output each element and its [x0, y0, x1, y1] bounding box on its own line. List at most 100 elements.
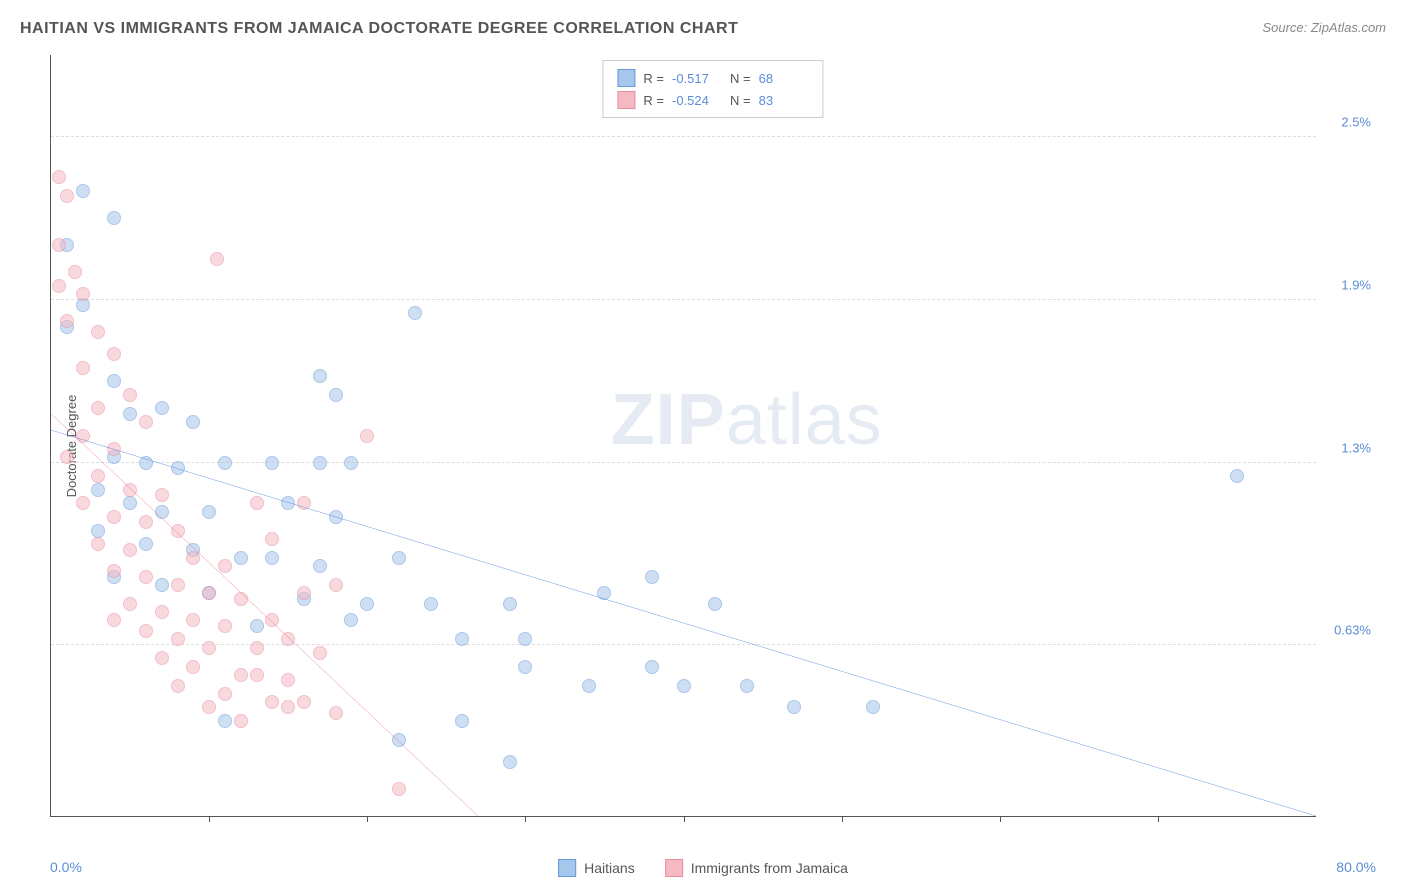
data-point [265, 532, 279, 546]
bottom-legend: Haitians Immigrants from Jamaica [558, 859, 848, 877]
data-point [91, 401, 105, 415]
legend-swatch [665, 859, 683, 877]
data-point [360, 429, 374, 443]
n-value: 83 [759, 93, 809, 108]
data-point [123, 388, 137, 402]
data-point [787, 700, 801, 714]
data-point [518, 632, 532, 646]
data-point [408, 306, 422, 320]
data-point [123, 597, 137, 611]
data-point [186, 660, 200, 674]
chart-title: HAITIAN VS IMMIGRANTS FROM JAMAICA DOCTO… [20, 20, 738, 38]
data-point [107, 564, 121, 578]
data-point [52, 279, 66, 293]
data-point [91, 537, 105, 551]
data-point [107, 510, 121, 524]
data-point [360, 597, 374, 611]
data-point [265, 613, 279, 627]
x-tick [684, 816, 685, 822]
data-point [518, 660, 532, 674]
data-point [645, 570, 659, 584]
data-point [344, 613, 358, 627]
data-point [392, 733, 406, 747]
gridline [51, 136, 1316, 137]
r-label: R = [643, 93, 664, 108]
gridline [51, 299, 1316, 300]
legend-swatch [617, 91, 635, 109]
x-max-label: 80.0% [1336, 859, 1376, 875]
data-point [123, 483, 137, 497]
data-point [123, 407, 137, 421]
data-point [250, 641, 264, 655]
data-point [186, 551, 200, 565]
data-point [107, 374, 121, 388]
data-point [392, 551, 406, 565]
r-label: R = [643, 71, 664, 86]
data-point [250, 668, 264, 682]
x-tick [1000, 816, 1001, 822]
data-point [202, 641, 216, 655]
data-point [107, 442, 121, 456]
data-point [265, 695, 279, 709]
data-point [708, 597, 722, 611]
data-point [202, 700, 216, 714]
data-point [76, 496, 90, 510]
data-point [155, 651, 169, 665]
data-point [139, 456, 153, 470]
data-point [297, 586, 311, 600]
gridline [51, 644, 1316, 645]
legend-item: Immigrants from Jamaica [665, 859, 848, 877]
chart-header: HAITIAN VS IMMIGRANTS FROM JAMAICA DOCTO… [20, 20, 1386, 38]
data-point [171, 578, 185, 592]
data-point [155, 605, 169, 619]
data-point [313, 646, 327, 660]
x-tick [1158, 816, 1159, 822]
data-point [107, 347, 121, 361]
plot-area: ZIPatlas 0.63%1.3%1.9%2.5% [50, 55, 1316, 817]
data-point [218, 559, 232, 573]
data-point [68, 265, 82, 279]
data-point [313, 456, 327, 470]
data-point [234, 668, 248, 682]
data-point [313, 559, 327, 573]
data-point [250, 496, 264, 510]
data-point [155, 578, 169, 592]
data-point [91, 325, 105, 339]
data-point [424, 597, 438, 611]
data-point [76, 429, 90, 443]
data-point [218, 687, 232, 701]
x-tick [842, 816, 843, 822]
data-point [107, 613, 121, 627]
data-point [250, 619, 264, 633]
data-point [645, 660, 659, 674]
watermark: ZIPatlas [611, 379, 883, 461]
x-tick [209, 816, 210, 822]
data-point [171, 524, 185, 538]
data-point [171, 679, 185, 693]
data-point [281, 700, 295, 714]
data-point [139, 415, 153, 429]
data-point [76, 287, 90, 301]
data-point [155, 488, 169, 502]
data-point [123, 496, 137, 510]
data-point [171, 461, 185, 475]
r-value: -0.524 [672, 93, 722, 108]
data-point [218, 456, 232, 470]
stats-row: R = -0.524 N = 83 [617, 89, 808, 111]
x-tick [525, 816, 526, 822]
data-point [597, 586, 611, 600]
data-point [329, 388, 343, 402]
n-value: 68 [759, 71, 809, 86]
data-point [91, 524, 105, 538]
data-point [139, 570, 153, 584]
data-point [171, 632, 185, 646]
legend-swatch [617, 69, 635, 87]
trend-lines [51, 55, 1316, 816]
x-tick [367, 816, 368, 822]
data-point [866, 700, 880, 714]
n-label: N = [730, 93, 751, 108]
data-point [60, 189, 74, 203]
data-point [234, 551, 248, 565]
stats-box: R =-0.517N =68R =-0.524N =83 [602, 60, 823, 118]
legend-item: Haitians [558, 859, 635, 877]
